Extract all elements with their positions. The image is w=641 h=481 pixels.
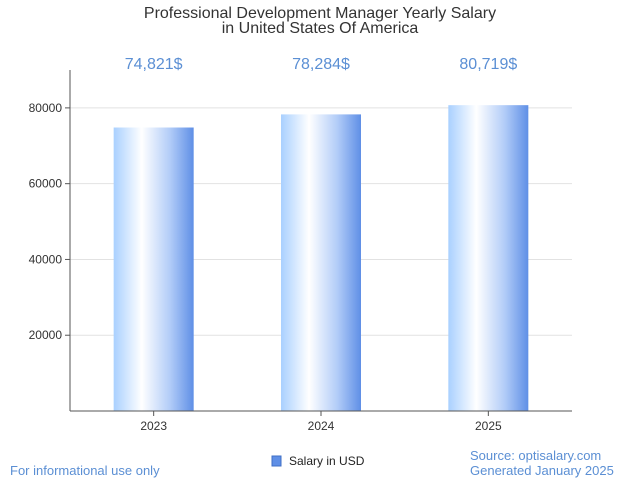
bar-2025	[448, 105, 529, 412]
bar-2024	[281, 114, 361, 411]
chart-title-line-1: Professional Development Manager Yearly …	[144, 5, 496, 22]
x-tick-label-2024: 2024	[308, 419, 335, 433]
y-tick-labels: 20000 40000 60000 80000	[29, 101, 70, 342]
x-tick-labels: 2023 2024 2025	[140, 411, 502, 433]
legend-swatch	[271, 455, 282, 467]
chart-title-line-2: in United States Of America	[222, 20, 419, 37]
y-tick-label: 60000	[29, 177, 63, 191]
value-label-2024: 78,284$	[292, 56, 350, 73]
bars	[113, 105, 529, 412]
y-tick-label: 80000	[29, 101, 63, 115]
bar-2023	[113, 127, 194, 412]
x-tick-label-2025: 2025	[475, 419, 502, 433]
y-tick-label: 40000	[29, 252, 63, 266]
y-tick-label: 20000	[29, 328, 63, 342]
footer-generated: Generated January 2025	[470, 463, 614, 478]
value-label-2025: 80,719$	[459, 56, 517, 73]
footer-source: Source: optisalary.com	[470, 448, 601, 463]
legend-label: Salary in USD	[289, 454, 365, 468]
value-labels: 74,821$ 78,284$ 80,719$	[125, 56, 518, 73]
x-tick-label-2023: 2023	[140, 419, 167, 433]
footer-disclaimer: For informational use only	[10, 463, 160, 478]
value-label-2023: 74,821$	[125, 56, 183, 73]
